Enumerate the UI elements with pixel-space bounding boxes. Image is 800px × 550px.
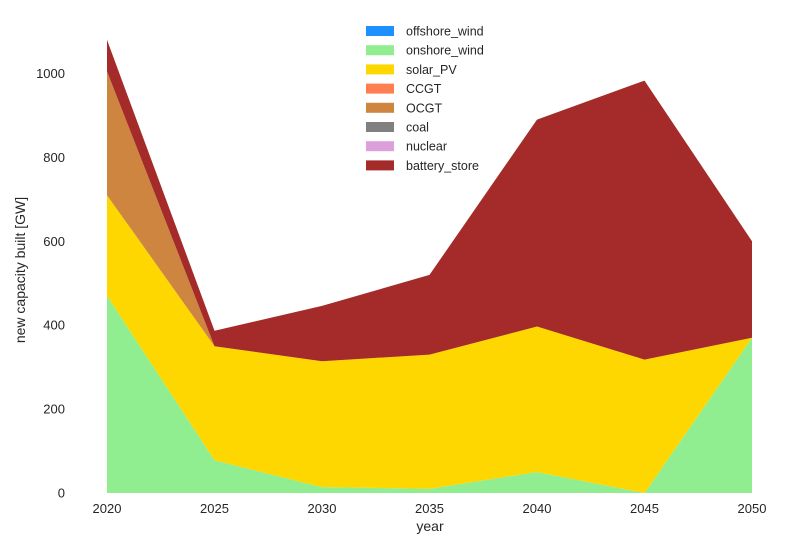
y-tick-label: 0	[58, 486, 65, 501]
y-tick-label: 800	[43, 150, 65, 165]
y-axis-label: new capacity built [GW]	[12, 197, 28, 343]
y-tick-label: 400	[43, 318, 65, 333]
legend-label: battery_store	[406, 159, 479, 173]
legend-item-battery-store: battery_store	[366, 159, 479, 173]
area-solar-pv	[107, 195, 752, 493]
x-tick-label: 2035	[415, 501, 444, 516]
x-tick-label: 2020	[93, 501, 122, 516]
area-battery-store	[107, 39, 752, 362]
y-tick-label: 1000	[36, 66, 65, 81]
legend-swatch	[366, 141, 394, 152]
x-tick-label: 2040	[523, 501, 552, 516]
legend-item-offshore-wind: offshore_wind	[366, 25, 484, 39]
legend-swatch	[366, 102, 394, 113]
area-onshore-wind	[107, 295, 752, 493]
legend-swatch	[366, 122, 394, 132]
x-axis-label: year	[416, 518, 444, 534]
legend-swatch	[366, 64, 394, 75]
legend: offshore_wind onshore_wind solar_PV CCGT OCG…	[366, 25, 484, 173]
legend-item-solar-pv: solar_PV	[366, 63, 457, 77]
area-layer	[107, 39, 752, 493]
legend-swatch	[366, 45, 394, 56]
legend-label: offshore_wind	[406, 25, 484, 39]
legend-label: OCGT	[406, 101, 442, 115]
legend-label: CCGT	[406, 82, 442, 96]
legend-label: coal	[406, 121, 429, 135]
y-tick-label: 600	[43, 234, 65, 249]
y-axis-ticks: 0 200 400 600 800 1000	[36, 66, 65, 501]
legend-item-onshore-wind: onshore_wind	[366, 44, 484, 58]
legend-item-nuclear: nuclear	[366, 140, 447, 154]
legend-label: onshore_wind	[406, 44, 484, 58]
x-tick-label: 2045	[630, 501, 659, 516]
legend-swatch	[366, 26, 394, 36]
legend-item-ocgt: OCGT	[366, 101, 442, 115]
legend-label: nuclear	[406, 140, 447, 154]
x-tick-label: 2050	[738, 501, 767, 516]
legend-label: solar_PV	[406, 63, 457, 77]
x-tick-label: 2030	[308, 501, 337, 516]
legend-swatch	[366, 83, 394, 94]
x-axis-ticks: 2020 2025 2030 2035 2040 2045 2050	[93, 501, 767, 516]
legend-item-ccgt: CCGT	[366, 82, 442, 96]
legend-item-coal: coal	[366, 121, 429, 135]
y-tick-label: 200	[43, 402, 65, 417]
legend-swatch	[366, 160, 394, 171]
x-tick-label: 2025	[200, 501, 229, 516]
